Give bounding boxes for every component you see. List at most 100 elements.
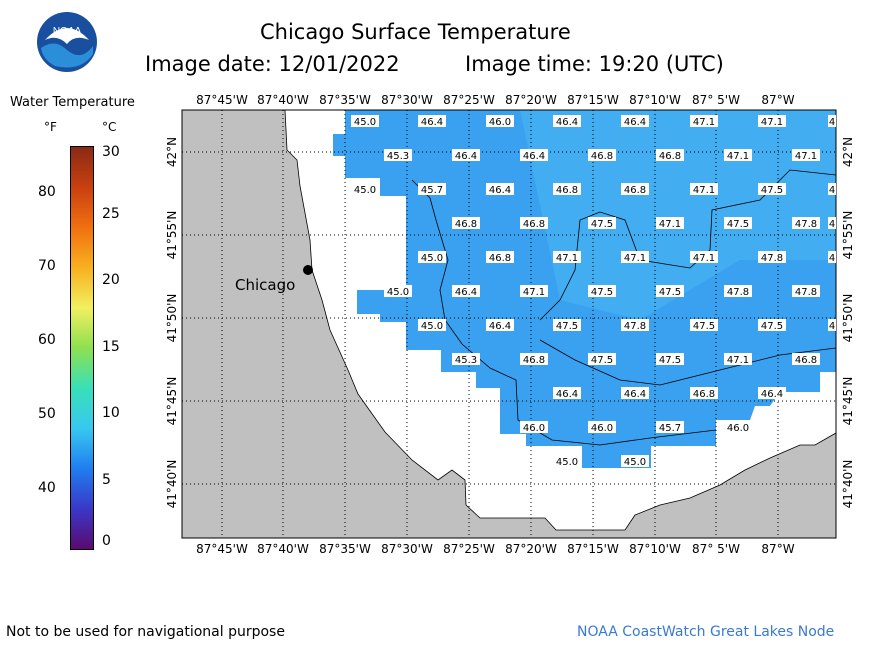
temp-label-bg [553, 387, 581, 399]
temp-label: 4 [829, 117, 835, 128]
legend-tick-f: 50 [38, 406, 56, 422]
temp-label: 46.8 [795, 355, 817, 366]
temp-label: 46.4 [624, 389, 646, 400]
temp-label: 45.3 [387, 151, 409, 162]
temp-label-bg [486, 183, 514, 195]
temp-label: 47.1 [693, 253, 715, 264]
temp-label: 46.4 [455, 151, 477, 162]
temp-label: 46.8 [693, 389, 715, 400]
temp-label: 47.8 [795, 287, 817, 298]
temp-label-bg [553, 319, 581, 331]
chicago-label: Chicago [235, 276, 295, 294]
lat-label: 41°45'N [165, 377, 179, 426]
temp-label: 4 [829, 185, 835, 196]
temp-label: 45.0 [387, 287, 409, 298]
legend-tick-c: 0 [102, 533, 111, 549]
legend-tick-f: 40 [38, 480, 56, 496]
temp-label: 47.1 [659, 219, 681, 230]
temp-label-bg [724, 149, 752, 161]
temp-label: 45.3 [455, 355, 477, 366]
temp-label-bg [690, 251, 718, 263]
temp-label: 45.7 [659, 423, 681, 434]
temp-label-bg [418, 115, 446, 127]
temp-label: 46.4 [523, 151, 545, 162]
temp-label: 46.8 [556, 185, 578, 196]
temp-label-bg [758, 387, 786, 399]
temp-label: 46.4 [624, 117, 646, 128]
temp-label-bg [792, 217, 820, 229]
temp-label: 47.5 [591, 219, 613, 230]
lon-label: 87°10'W [629, 542, 681, 556]
temp-label-bg [792, 149, 820, 161]
temp-label: 47.1 [693, 117, 715, 128]
temp-label: 46.0 [727, 423, 749, 434]
temp-label-bg [690, 387, 718, 399]
temperature-map: 45.0 46.4 46.0 46.4 46.4 47.1 47.1 4 45.3 46.4 46.… [165, 93, 855, 556]
temp-label: 47.1 [624, 253, 646, 264]
temp-label-bg [828, 251, 836, 263]
temp-label: 46.8 [489, 253, 511, 264]
lon-label: 87°15'W [567, 542, 619, 556]
legend-tick-c: 20 [102, 272, 120, 288]
warm-water-zone [520, 110, 836, 320]
temp-label-bg [724, 421, 752, 433]
temperature-labels: 45.0 46.4 46.0 46.4 46.4 47.1 47.1 4 45.3 46.4 46.… [351, 115, 836, 468]
image-time: Image time: 19:20 (UTC) [465, 52, 724, 76]
temp-label: 46.4 [556, 117, 578, 128]
temp-label: 47.8 [727, 287, 749, 298]
temp-label-bg [758, 319, 786, 331]
temp-label: 4 [829, 321, 835, 332]
temp-label-bg [621, 183, 649, 195]
temp-label-bg [486, 319, 514, 331]
temp-label: 45.0 [624, 457, 646, 468]
lon-label: 87°25'W [443, 542, 495, 556]
temp-label: 47.5 [761, 321, 783, 332]
temp-label-bg [724, 285, 752, 297]
temp-label-bg [621, 387, 649, 399]
temp-label: 47.8 [624, 321, 646, 332]
temp-label: 47.1 [795, 151, 817, 162]
temp-label-bg [588, 285, 616, 297]
legend-tick-f: 60 [38, 332, 56, 348]
legend-tick-c: 15 [102, 339, 120, 355]
temp-label-bg [758, 115, 786, 127]
temp-label: 4 [829, 253, 835, 264]
temp-label-bg [452, 285, 480, 297]
temp-label: 47.5 [591, 355, 613, 366]
temp-label-bg [588, 149, 616, 161]
temp-label: 47.5 [727, 219, 749, 230]
temp-label: 47.8 [795, 219, 817, 230]
temp-label-bg [792, 285, 820, 297]
legend-tick-c: 25 [102, 206, 120, 222]
temp-label-bg [724, 353, 752, 365]
lon-label: 87°40'W [257, 93, 309, 107]
credit: NOAA CoastWatch Great Lakes Node [577, 624, 835, 640]
temp-label-bg [486, 115, 514, 127]
temp-label: 46.4 [556, 389, 578, 400]
temp-label: 46.8 [591, 151, 613, 162]
temp-label: 45.0 [556, 457, 578, 468]
page-title: Chicago Surface Temperature [260, 20, 571, 44]
temp-label-bg [520, 285, 548, 297]
legend-unit-f: °F [44, 120, 57, 134]
lat-label: 41°55'N [841, 211, 855, 260]
temp-label-bg [656, 421, 684, 433]
temp-label: 46.0 [591, 423, 613, 434]
temp-label: 45.0 [421, 321, 443, 332]
temp-label: 46.4 [421, 117, 443, 128]
temp-label-bg [452, 149, 480, 161]
temp-label-bg [588, 353, 616, 365]
temp-label-bg [621, 251, 649, 263]
temp-label-bg [520, 421, 548, 433]
lon-label: 87°20'W [505, 542, 557, 556]
lon-label: 87°35'W [319, 93, 371, 107]
lat-label: 41°40'N [165, 460, 179, 509]
temp-label-bg [418, 251, 446, 263]
lon-label: 87°45'W [196, 542, 248, 556]
temp-label-bg [621, 115, 649, 127]
temp-label-bg [553, 183, 581, 195]
temp-label: 46.4 [489, 185, 511, 196]
temp-label: 47.1 [556, 253, 578, 264]
temp-label: 47.1 [523, 287, 545, 298]
temp-label-bg [520, 149, 548, 161]
